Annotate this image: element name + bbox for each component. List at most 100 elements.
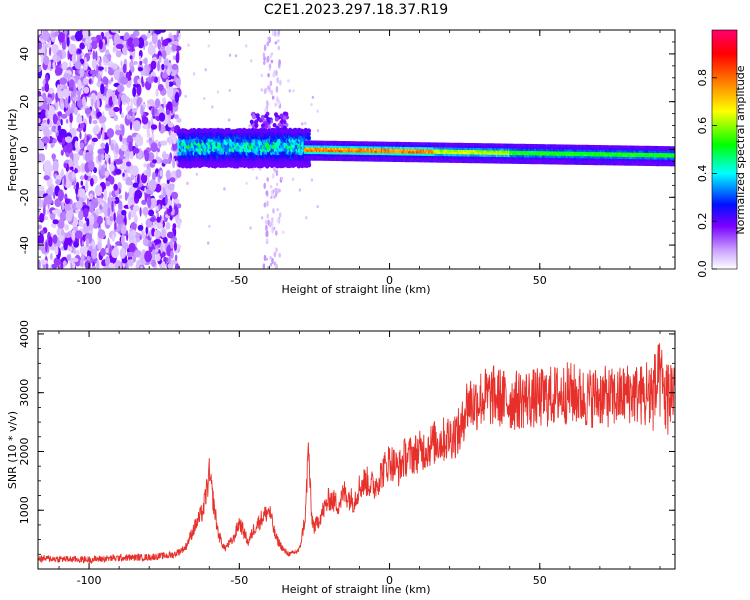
heat-cell <box>264 219 268 225</box>
heat-cell <box>298 188 302 192</box>
heat-cell <box>174 262 180 269</box>
heat-cell <box>128 242 136 252</box>
heat-cell <box>174 114 179 120</box>
heat-cell <box>110 111 116 116</box>
heat-cell <box>187 43 190 47</box>
heat-cell <box>272 123 277 128</box>
heat-cell <box>73 184 77 190</box>
heat-cell <box>90 140 96 147</box>
heat-cell <box>48 236 53 247</box>
heat-cell <box>134 189 143 200</box>
heat-cell <box>39 212 45 223</box>
heat-cell <box>79 122 85 129</box>
heat-cell <box>249 119 254 125</box>
heat-cell <box>272 173 275 179</box>
heat-cell <box>104 66 108 73</box>
heat-cell <box>137 67 143 72</box>
heat-cell <box>254 119 259 124</box>
heat-cell <box>45 109 48 118</box>
heat-cell <box>69 166 74 171</box>
heat-cell <box>66 36 70 47</box>
heat-cell <box>91 248 98 260</box>
heat-cell <box>53 257 62 266</box>
heat-cell <box>127 259 134 267</box>
heat-cell <box>38 66 42 73</box>
heat-cell <box>162 153 170 159</box>
heat-cell <box>263 202 267 208</box>
heat-cell <box>81 253 84 264</box>
heat-cell <box>166 101 173 112</box>
heat-cell <box>61 201 65 211</box>
heat-cell <box>266 200 269 207</box>
heat-cell <box>116 38 124 45</box>
heat-cell <box>108 96 114 107</box>
heat-cell <box>132 37 140 48</box>
heat-cell <box>166 231 174 239</box>
heat-cell <box>109 215 114 222</box>
heat-cell <box>266 41 270 47</box>
heat-cell <box>79 42 85 50</box>
heat-cell <box>109 191 111 203</box>
heat-cell <box>104 151 109 163</box>
heat-cell <box>120 224 127 235</box>
heat-cell <box>92 119 98 125</box>
heat-cell <box>114 260 122 269</box>
heat-cell <box>125 262 129 269</box>
heat-cell <box>263 182 267 189</box>
heat-cell <box>47 103 50 111</box>
heat-cell <box>275 69 278 77</box>
heat-cell <box>42 205 46 217</box>
heat-cell <box>158 55 162 63</box>
heat-cell <box>140 105 144 116</box>
heat-cell <box>275 247 278 253</box>
heat-cell <box>108 157 111 165</box>
heat-cell <box>115 43 124 50</box>
heat-cell <box>128 186 134 198</box>
heat-cell <box>310 178 314 182</box>
heat-cell <box>120 94 128 103</box>
heat-cell <box>63 72 71 79</box>
heat-cell <box>128 141 133 152</box>
heat-cell <box>84 107 92 115</box>
heat-cell <box>43 42 46 55</box>
heat-cell <box>45 74 49 85</box>
heat-cell <box>121 234 125 246</box>
heat-cell <box>109 176 115 185</box>
heat-cell <box>133 60 138 65</box>
heat-cell <box>268 67 272 71</box>
heat-cell <box>130 200 134 206</box>
heat-cell <box>271 226 274 234</box>
heat-cell <box>287 79 290 83</box>
heat-cell <box>265 257 269 261</box>
heat-cell <box>165 222 171 230</box>
heat-cell <box>115 158 123 165</box>
heat-cell <box>52 138 57 144</box>
heat-cell <box>52 61 56 69</box>
heat-cell <box>80 180 84 186</box>
heat-cell <box>101 153 105 160</box>
heat-cell <box>228 118 231 122</box>
heat-cell <box>164 194 168 205</box>
heat-cell <box>166 257 169 263</box>
heat-cell <box>271 216 274 223</box>
heat-cell <box>254 123 259 129</box>
heat-cell <box>274 112 278 117</box>
heat-cell <box>129 168 134 176</box>
heat-cell <box>115 129 122 136</box>
figure-title: C2E1.2023.297.18.37.R19 <box>264 2 448 18</box>
spectrogram-heatmap <box>38 30 675 269</box>
heat-cell <box>266 238 269 242</box>
heat-cell <box>114 196 120 204</box>
heat-cell <box>301 122 304 126</box>
heat-cell <box>84 132 87 144</box>
heat-cell <box>129 55 133 60</box>
heat-cell <box>168 136 172 145</box>
heat-cell <box>86 197 90 205</box>
heat-cell <box>228 53 232 57</box>
heat-cell <box>64 236 72 246</box>
heat-cell <box>113 114 119 122</box>
heat-cell <box>265 224 268 231</box>
heat-cell <box>133 147 140 154</box>
heat-cell <box>146 131 151 138</box>
